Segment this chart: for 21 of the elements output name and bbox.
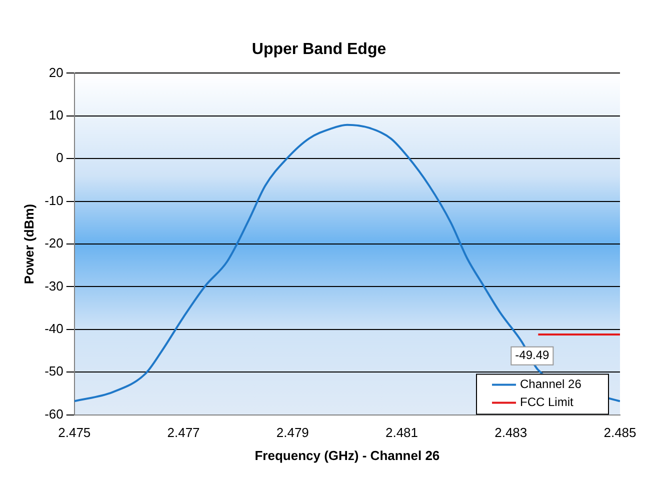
y-tick-label: -30 [44,278,64,294]
legend-label: FCC Limit [520,395,574,410]
y-tick-label: -10 [44,192,64,208]
chart-title: Upper Band Edge [252,41,386,58]
x-tick-label: 2.481 [385,425,418,440]
y-tick-label: -50 [44,364,64,379]
y-tick-label: -40 [44,320,64,336]
x-tick-label: 2.475 [58,425,91,440]
x-tick-label: 2.483 [494,425,528,440]
y-tick-label: -20 [44,236,64,251]
y-tick-label: 20 [48,64,64,80]
y-tick-label: -60 [44,406,64,422]
x-tick-label: 2.479 [276,425,309,440]
x-tick-label: 2.485 [604,425,636,440]
x-tick-label: 2.477 [167,425,200,440]
x-axis-title: Frequency (GHz) - Channel 26 [254,448,440,463]
legend-label: Channel 26 [520,377,582,392]
y-axis-title: Power (dBm) [21,204,36,284]
annotation: -49.49 [515,348,550,362]
y-tick-label: 0 [56,150,64,166]
y-tick-label: 10 [48,107,64,122]
